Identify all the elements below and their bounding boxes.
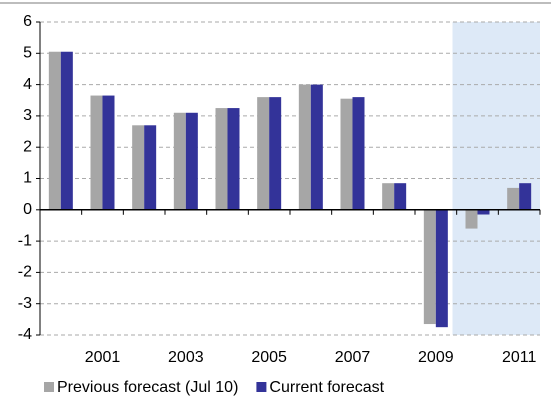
bar <box>227 108 240 210</box>
bar <box>423 209 436 325</box>
bar <box>394 183 407 210</box>
bar <box>352 97 365 210</box>
bar <box>298 84 311 210</box>
bar <box>310 84 323 210</box>
x-tick-label: 2003 <box>168 349 204 366</box>
bar <box>60 51 73 210</box>
bar <box>48 51 61 210</box>
bar <box>340 98 353 210</box>
bar <box>477 209 490 215</box>
x-tick-label: 2001 <box>85 349 121 366</box>
y-tick-label: 6 <box>23 13 32 30</box>
bar <box>382 183 395 210</box>
bar <box>435 209 448 328</box>
x-tick-label: 2007 <box>335 349 371 366</box>
legend-swatch <box>256 382 267 392</box>
legend-label: Current forecast <box>269 379 384 396</box>
x-tick-label: 2005 <box>251 349 287 366</box>
y-tick-label: 4 <box>23 76 32 93</box>
x-tick-label: 2011 <box>502 349 537 366</box>
bar <box>132 125 145 210</box>
y-tick-label: -2 <box>18 264 32 281</box>
bar <box>144 125 157 210</box>
y-tick-label: 5 <box>23 45 32 62</box>
bar <box>465 209 478 229</box>
y-tick-label: -3 <box>18 295 32 312</box>
bar <box>215 108 228 210</box>
bar <box>519 183 532 210</box>
bar <box>90 95 103 210</box>
bar <box>102 95 115 210</box>
bar <box>269 97 282 210</box>
y-tick-label: -1 <box>18 232 32 249</box>
x-tick-label: 2009 <box>418 349 454 366</box>
legend-label: Previous forecast (Jul 10) <box>57 379 238 396</box>
bar <box>257 97 270 210</box>
y-tick-label: 2 <box>23 138 32 155</box>
bar <box>185 112 198 210</box>
legend-swatch <box>44 382 54 392</box>
y-tick-label: 0 <box>23 201 32 218</box>
y-tick-label: 3 <box>23 107 32 124</box>
bar <box>173 112 186 210</box>
y-tick-label: -4 <box>18 326 32 343</box>
y-tick-label: 1 <box>23 170 32 187</box>
bar <box>507 187 520 210</box>
